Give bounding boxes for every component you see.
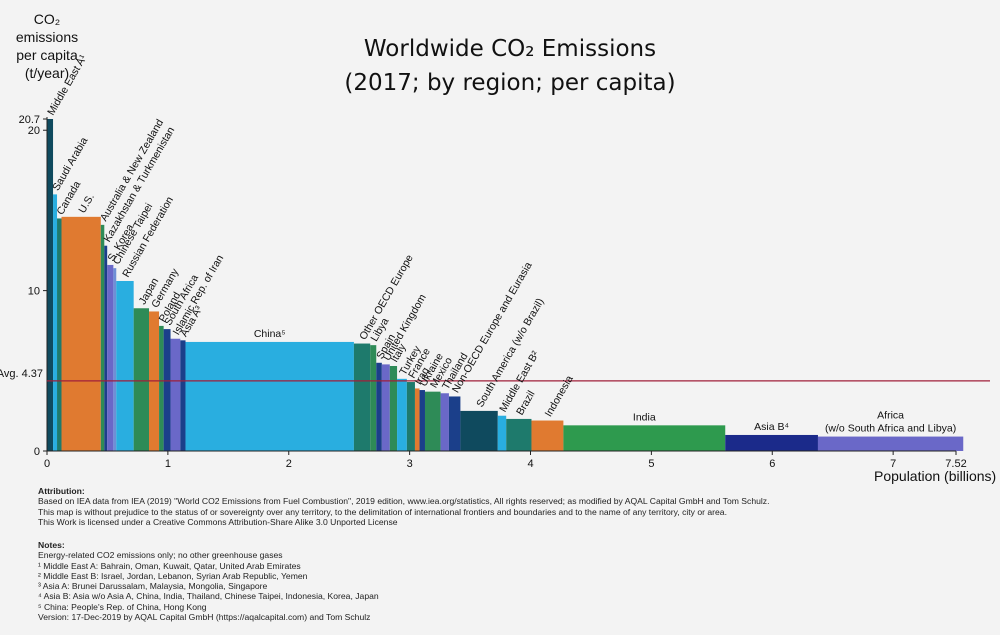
bar xyxy=(170,338,181,451)
y-axis-label-line: CO₂ emissions xyxy=(15,11,79,45)
bar-label: U.S. xyxy=(76,192,97,216)
bar xyxy=(406,382,415,451)
x-tick-label: 7 xyxy=(890,458,896,470)
y-tick-label: 20 xyxy=(28,125,40,137)
bar xyxy=(47,119,54,451)
notes-line: ⁴ Asia B: Asia w/o Asia A, China, India,… xyxy=(38,591,379,602)
bar xyxy=(563,425,726,451)
bar-label: India xyxy=(633,411,656,423)
bar-label: (w/o South Africa and Libya) xyxy=(825,423,956,435)
bar xyxy=(419,390,425,451)
bar-label: China⁵ xyxy=(254,328,286,340)
bar xyxy=(448,396,461,451)
attribution-line: This Work is licensed under a Creative C… xyxy=(38,516,398,527)
bar xyxy=(397,378,407,451)
x-tick-label: 2 xyxy=(286,458,292,470)
bar-label: Indonesia xyxy=(543,373,576,419)
x-tick-label: 5 xyxy=(648,458,654,470)
bar xyxy=(381,364,390,451)
notes-line: ³ Asia A: Brunei Darussalam, Malaysia, M… xyxy=(38,581,268,592)
notes-block: Notes: Energy-related CO2 emissions only… xyxy=(38,540,379,622)
y-axis-label-line: (t/year) xyxy=(24,65,70,81)
y-tick-label: 10 xyxy=(28,286,40,298)
bar xyxy=(185,341,354,451)
bar xyxy=(424,391,441,451)
bar xyxy=(107,264,114,451)
y-tick-label: 20.7 xyxy=(19,114,40,126)
x-tick-label: 6 xyxy=(769,458,775,470)
bar xyxy=(163,329,171,451)
bar xyxy=(440,393,449,451)
bar xyxy=(376,362,382,451)
bar xyxy=(460,410,498,451)
bar xyxy=(133,308,150,451)
bar xyxy=(497,415,507,451)
bar xyxy=(57,218,62,451)
notes-line: ² Middle East B: Israel, Jordan, Lebanon… xyxy=(38,570,308,581)
bar xyxy=(353,343,371,451)
bar-label: Africa xyxy=(877,410,904,422)
chart-subtitle: (2017; by region; per capita) xyxy=(344,70,676,96)
bar xyxy=(725,434,818,451)
bar xyxy=(159,325,164,451)
attribution-line: This map is without prejudice to the sta… xyxy=(38,506,727,517)
bar xyxy=(116,280,134,451)
notes-line: ¹ Middle East A: Bahrain, Oman, Kuwait, … xyxy=(38,560,301,571)
attribution-line: Based on IEA data from IEA (2019) "World… xyxy=(38,496,770,507)
x-tick-label: 1 xyxy=(165,458,171,470)
bar xyxy=(817,436,964,451)
x-tick-label: 0 xyxy=(44,458,50,470)
x-tick-label: 4 xyxy=(527,458,533,470)
bar xyxy=(100,224,105,451)
bar xyxy=(113,268,117,451)
notes-line: ⁵ China: People's Rep. of China, Hong Ko… xyxy=(38,601,207,612)
bar xyxy=(180,340,186,451)
bar-label: Asia B⁴ xyxy=(754,421,789,433)
chart-title: Worldwide CO₂ Emissions xyxy=(363,36,657,62)
bar xyxy=(414,388,420,451)
attribution-heading: Attribution: xyxy=(38,486,85,496)
y-tick-label: 0 xyxy=(34,446,40,458)
bar xyxy=(104,245,108,451)
notes-line: Energy-related CO2 emissions only; no ot… xyxy=(38,550,283,561)
x-tick-label: 3 xyxy=(407,458,413,470)
bar xyxy=(370,345,377,451)
bar xyxy=(389,365,398,451)
bar xyxy=(53,194,58,451)
y-axis-label-line: per capita xyxy=(16,47,78,63)
x-axis-label: Population (billions) xyxy=(874,468,997,484)
notes-line: Version: 17-Dec-2019 by AQAL Capital Gmb… xyxy=(38,612,371,623)
y-axis-label: CO₂ emissions per capita (t/year) xyxy=(8,10,86,82)
x-tick-label: 7.52 xyxy=(945,458,966,470)
bar xyxy=(506,418,532,451)
average-label: Avg. 4.37 xyxy=(0,368,43,380)
bar-label: Middle East A¹ xyxy=(45,52,89,117)
bar xyxy=(61,216,101,451)
notes-heading: Notes: xyxy=(38,540,65,550)
bar xyxy=(531,420,564,451)
attribution-block: Attribution: Based on IEA data from IEA … xyxy=(38,486,770,527)
